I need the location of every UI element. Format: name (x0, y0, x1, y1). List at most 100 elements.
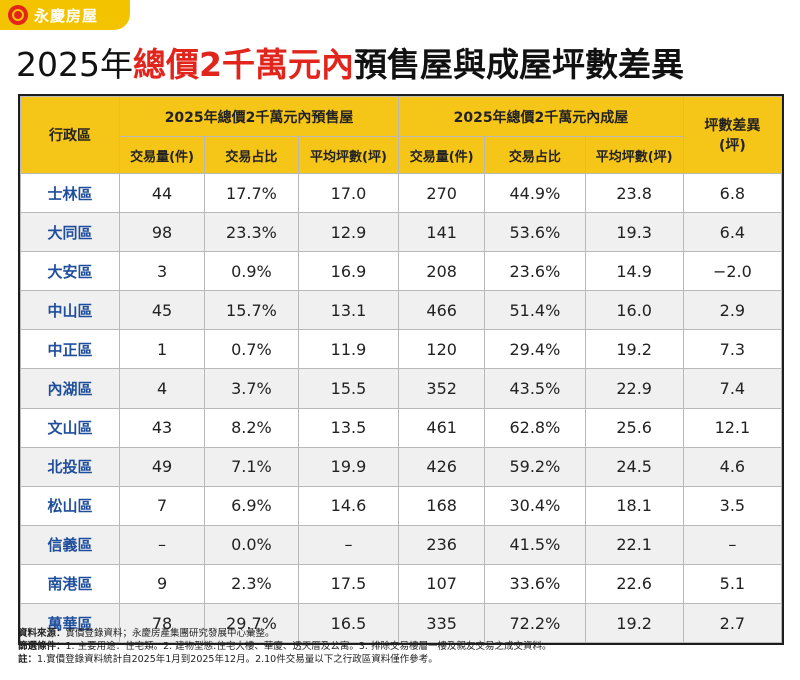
size-diff-cell: 5.1 (682, 563, 783, 605)
table-row: 士林區 44 17.7% 17.0 270 44.9% 23.8 6.8 (20, 172, 783, 214)
existing-share-cell: 51.4% (484, 290, 586, 331)
district-cell: 大安區 (20, 251, 120, 292)
presale-share-cell: 6.9% (204, 485, 299, 526)
existing-avg-size-cell: 22.1 (584, 524, 684, 565)
existing-share-cell: 44.9% (484, 172, 586, 214)
presale-avg-size-cell: 17.0 (297, 172, 400, 214)
sub-header-existing-avg-size: 平均坪數(坪) (584, 136, 684, 174)
existing-avg-size-cell: 25.6 (584, 407, 684, 448)
table-row: 文山區 43 8.2% 13.5 461 62.8% 25.6 12.1 (20, 407, 783, 448)
presale-volume-cell: 78 (118, 603, 206, 644)
existing-share-cell: 62.8% (484, 407, 586, 448)
size-diff-cell: 7.4 (682, 368, 783, 409)
district-cell: 大同區 (20, 212, 120, 253)
district-cell: 文山區 (20, 407, 120, 448)
existing-avg-size-cell: 18.1 (584, 485, 684, 526)
existing-avg-size-cell: 14.9 (584, 251, 684, 292)
presale-avg-size-cell: 17.5 (297, 563, 400, 605)
presale-volume-cell: 49 (118, 446, 206, 487)
footnote-source: 資料來源：實價登錄資料；永慶房產集團研究發展中心彙整。 (18, 628, 275, 639)
existing-volume-cell: 107 (398, 563, 486, 605)
size-diff-cell: 2.9 (682, 290, 783, 331)
presale-share-cell: 0.9% (204, 251, 299, 292)
presale-group-header: 2025年總價2千萬元內預售屋 (118, 96, 400, 137)
table-row: 內湖區 4 3.7% 15.5 352 43.5% 22.9 7.4 (20, 368, 783, 409)
presale-share-cell: 29.7% (204, 603, 299, 644)
presale-share-cell: 23.3% (204, 212, 299, 253)
presale-volume-cell: 45 (118, 290, 206, 331)
existing-share-cell: 72.2% (484, 603, 586, 644)
size-diff-cell: 4.6 (682, 446, 783, 487)
presale-share-cell: 8.2% (204, 407, 299, 448)
district-cell: 信義區 (20, 524, 120, 565)
existing-volume-cell: 335 (398, 603, 486, 644)
existing-volume-cell: 461 (398, 407, 486, 448)
presale-share-cell: 2.3% (204, 563, 299, 605)
presale-avg-size-cell: 14.6 (297, 485, 400, 526)
comparison-table: 行政區 2025年總價2千萬元內預售屋 2025年總價2千萬元內成屋 坪數差異 … (18, 94, 784, 646)
district-header: 行政區 (20, 96, 120, 174)
existing-avg-size-cell: 19.3 (584, 212, 684, 253)
table-row: 北投區 49 7.1% 19.9 426 59.2% 24.5 4.6 (20, 446, 783, 487)
existing-volume-cell: 466 (398, 290, 486, 331)
district-cell: 中山區 (20, 290, 120, 331)
existing-share-cell: 29.4% (484, 329, 586, 370)
size-diff-cell: 6.8 (682, 172, 783, 214)
presale-avg-size-cell: 11.9 (297, 329, 400, 370)
district-cell: 南港區 (20, 563, 120, 605)
presale-volume-cell: 7 (118, 485, 206, 526)
existing-avg-size-cell: 16.0 (584, 290, 684, 331)
table-row: 大同區 98 23.3% 12.9 141 53.6% 19.3 6.4 (20, 212, 783, 253)
existing-share-cell: 30.4% (484, 485, 586, 526)
existing-share-cell: 23.6% (484, 251, 586, 292)
presale-avg-size-cell: 19.9 (297, 446, 400, 487)
logo-icon (8, 5, 28, 25)
existing-volume-cell: 120 (398, 329, 486, 370)
existing-share-cell: 41.5% (484, 524, 586, 565)
table-row: 松山區 7 6.9% 14.6 168 30.4% 18.1 3.5 (20, 485, 783, 526)
presale-avg-size-cell: 12.9 (297, 212, 400, 253)
presale-volume-cell: 3 (118, 251, 206, 292)
table-row: 南港區 9 2.3% 17.5 107 33.6% 22.6 5.1 (20, 563, 783, 605)
district-cell: 士林區 (20, 172, 120, 214)
presale-avg-size-cell: 13.1 (297, 290, 400, 331)
existing-share-cell: 53.6% (484, 212, 586, 253)
table-row: 信義區 –0.0% –236 41.5% 22.1– (20, 524, 783, 565)
district-cell: 北投區 (20, 446, 120, 487)
sub-header-existing-share: 交易占比 (484, 136, 586, 174)
size-diff-cell: – (682, 524, 783, 565)
existing-avg-size-cell: 22.9 (584, 368, 684, 409)
presale-share-cell: 7.1% (204, 446, 299, 487)
sub-header-presale-volume: 交易量(件) (118, 136, 206, 174)
table-row: 中正區 1 0.7% 11.9 120 29.4% 19.2 7.3 (20, 329, 783, 370)
district-cell: 松山區 (20, 485, 120, 526)
presale-share-cell: 0.7% (204, 329, 299, 370)
presale-volume-cell: – (118, 524, 206, 565)
brand-logo: 永慶房屋 (0, 0, 130, 30)
existing-volume-cell: 270 (398, 172, 486, 214)
presale-share-cell: 3.7% (204, 368, 299, 409)
district-cell: 萬華區 (20, 603, 120, 644)
page-title: 2025年總價2千萬元內預售屋與成屋坪數差異 (16, 38, 786, 86)
presale-avg-size-cell: 16.5 (297, 603, 400, 644)
size-diff-cell: 7.3 (682, 329, 783, 370)
sub-header-presale-avg-size: 平均坪數(坪) (297, 136, 400, 174)
district-cell: 內湖區 (20, 368, 120, 409)
existing-avg-size-cell: 19.2 (584, 603, 684, 644)
sub-header-existing-volume: 交易量(件) (398, 136, 486, 174)
title-suffix: 預售屋與成屋坪數差異 (353, 45, 684, 84)
existing-volume-cell: 168 (398, 485, 486, 526)
presale-avg-size-cell: 16.9 (297, 251, 400, 292)
footnotes: 資料來源：實價登錄資料；永慶房產集團研究發展中心彙整。 篩選條件：1. 主要用途… (18, 627, 788, 666)
table-row: 中山區 45 15.7% 13.1 466 51.4% 16.0 2.9 (20, 290, 783, 331)
diff-header: 坪數差異 (坪) (682, 96, 783, 174)
presale-avg-size-cell: 15.5 (297, 368, 400, 409)
existing-avg-size-cell: 24.5 (584, 446, 684, 487)
table-row: 大安區 3 0.9% 16.9 208 23.6% 14.9 −2.0 (20, 251, 783, 292)
existing-avg-size-cell: 23.8 (584, 172, 684, 214)
presale-volume-cell: 9 (118, 563, 206, 605)
presale-share-cell: 0.0% (204, 524, 299, 565)
title-highlight: 總價2千萬元內 (132, 45, 354, 84)
size-diff-cell: −2.0 (682, 251, 783, 292)
existing-group-header: 2025年總價2千萬元內成屋 (398, 96, 684, 137)
